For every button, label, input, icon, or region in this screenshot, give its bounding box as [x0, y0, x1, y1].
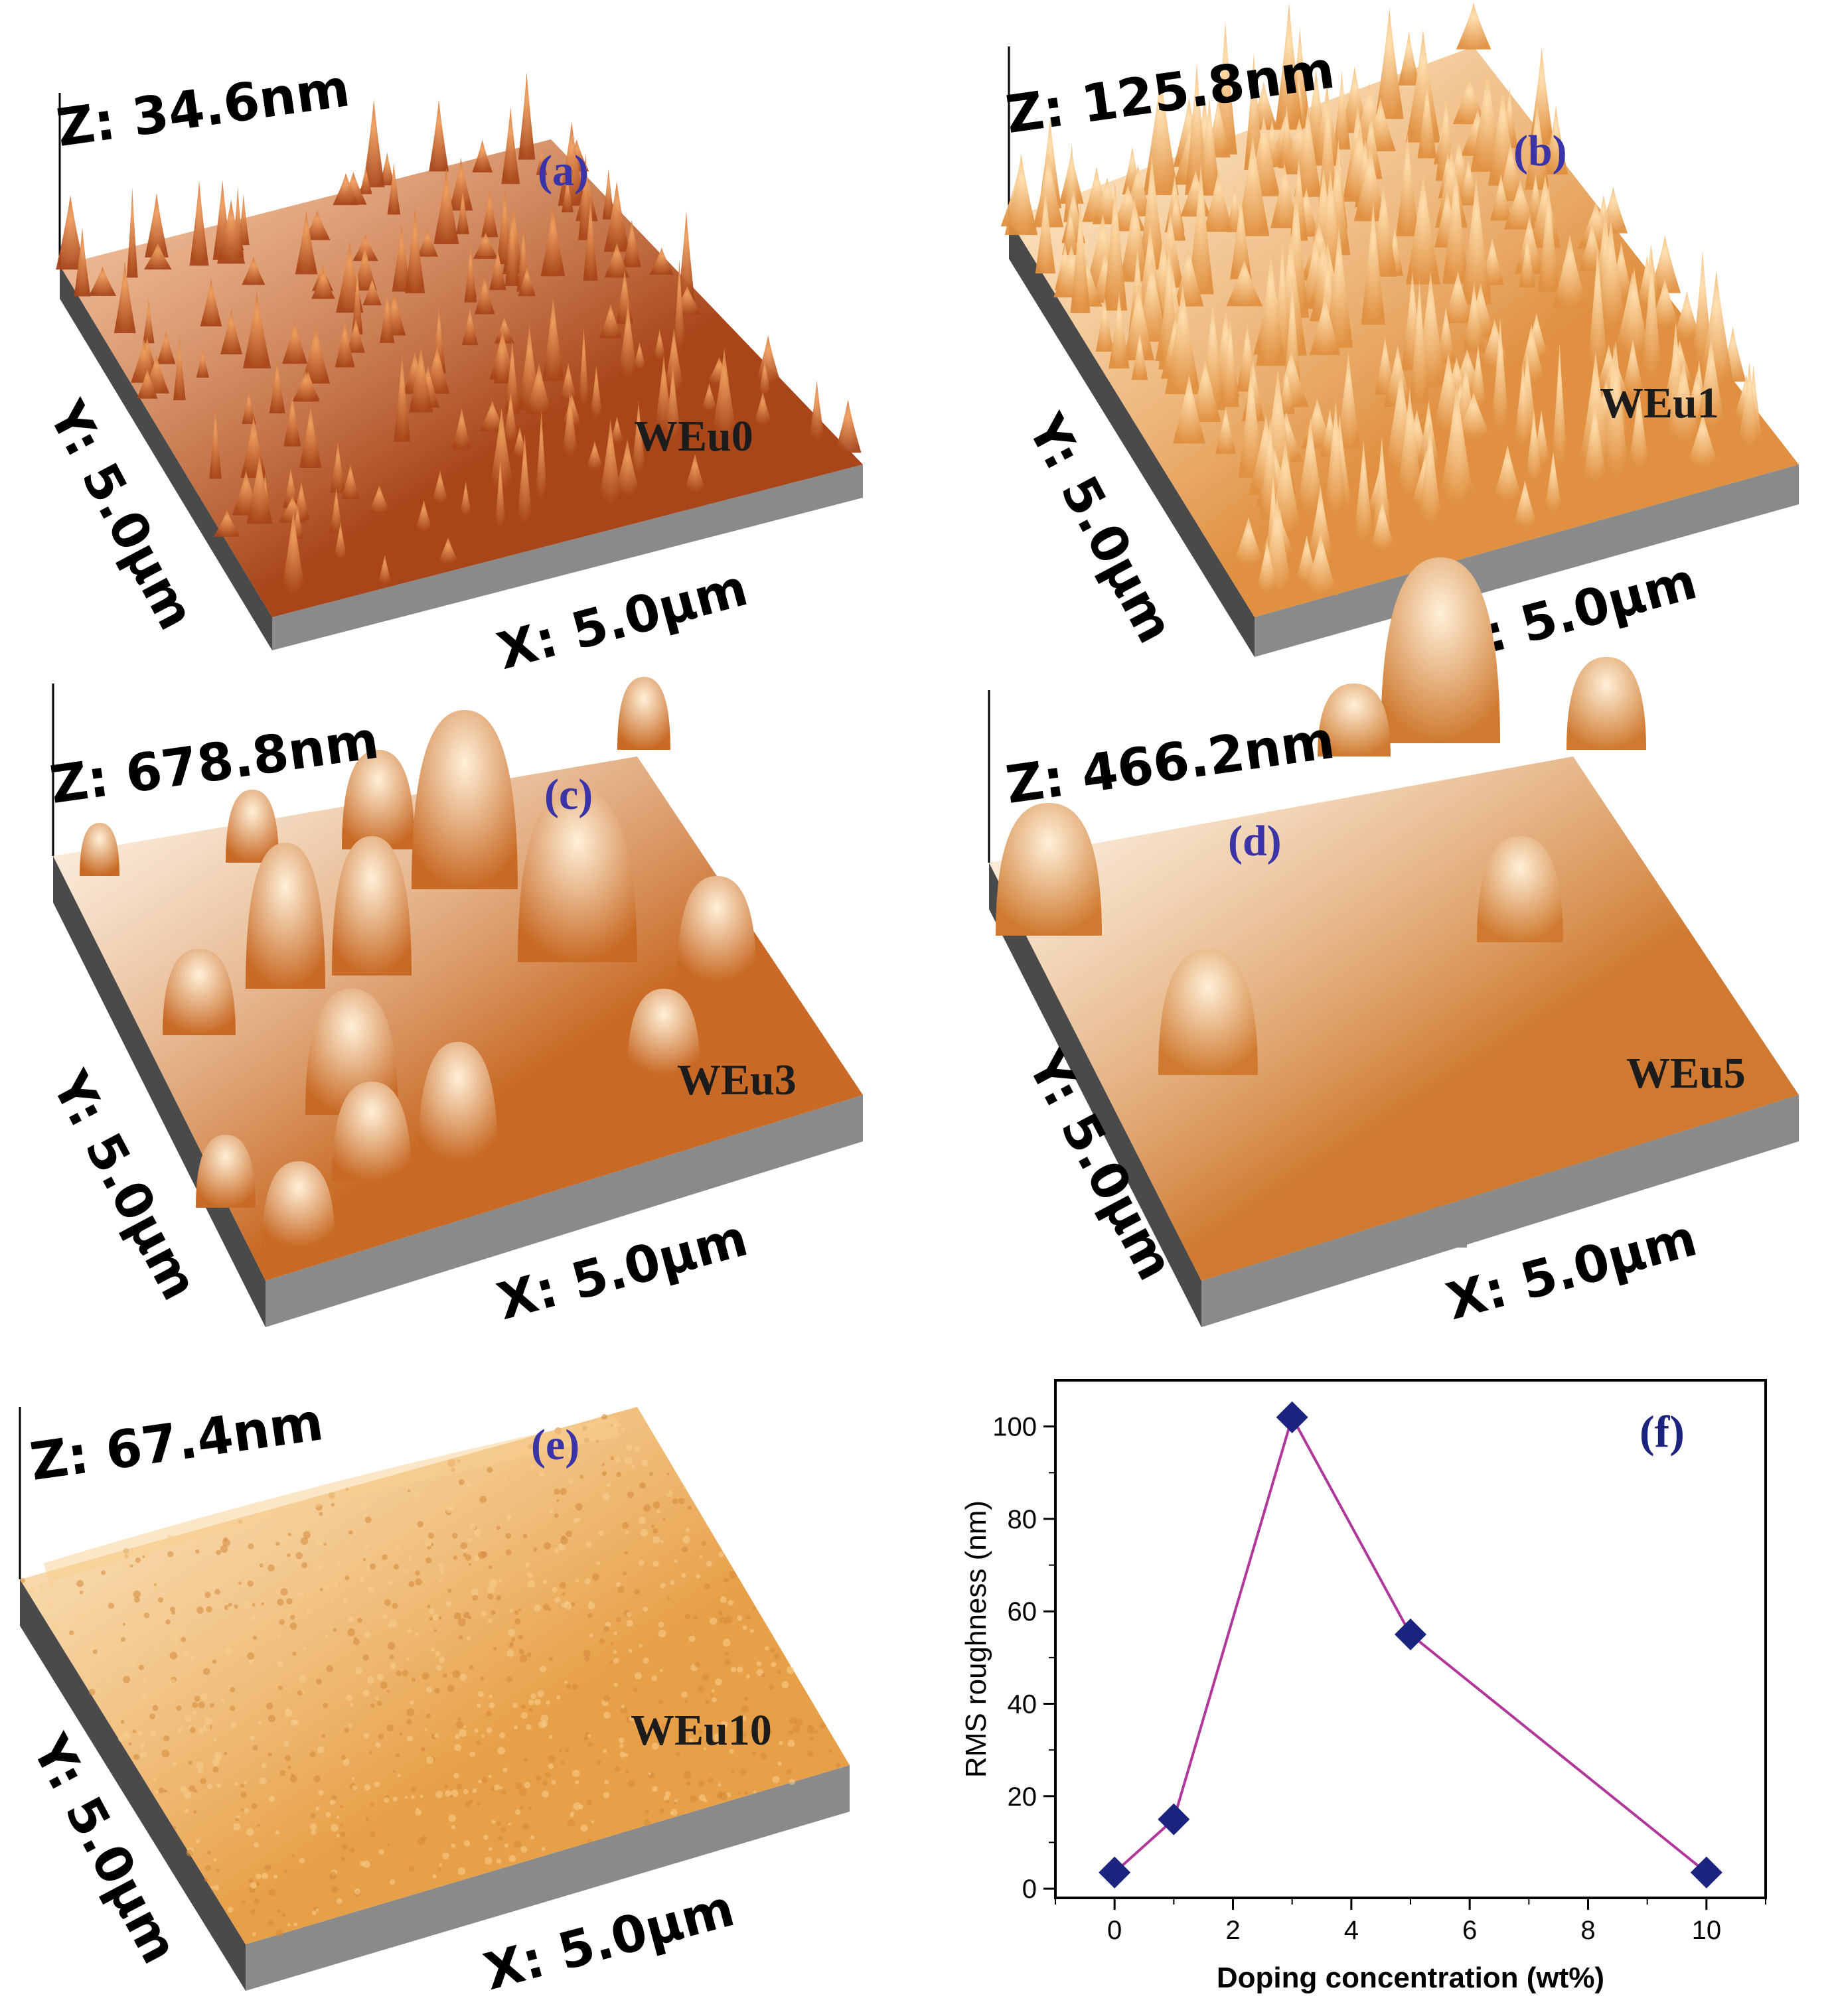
x-axis-ticks: 0 2 4 6 8 10 [1055, 1898, 1766, 1945]
sample-label: WEu1 [1600, 379, 1719, 427]
afm-panel-c: Z: 678.8nm (c) WEu3 Y: 5.0µm X: 5.0µm [0, 664, 916, 1331]
data-point [1158, 1803, 1190, 1836]
panel-letter: (b) [1513, 127, 1567, 175]
y-tick-label: 20 [1008, 1782, 1037, 1812]
x-tick-label: 6 [1462, 1916, 1477, 1945]
data-point [1276, 1401, 1308, 1433]
panel-letter: (a) [538, 147, 589, 195]
y-tick-label: 80 [1008, 1505, 1037, 1534]
afm-panel-e: Z: 67.4nm (e) WEu10 Y: 5.0µm X: 5.0µm [0, 1327, 916, 2016]
afm-panel-d: Z: 466.2nm (d) WEu5 Y: 5.0µm X: 5.0µm [936, 557, 1834, 1331]
afm-surface-a [56, 72, 863, 650]
afm-surface-c [52, 677, 863, 1327]
x-axis-label: Doping concentration (wt%) [1217, 1962, 1604, 1994]
y-tick-label: 40 [1008, 1690, 1037, 1719]
afm-surface-e [19, 1407, 850, 1991]
y-tick-label: 100 [992, 1413, 1037, 1442]
y-tick-label: 60 [1008, 1597, 1037, 1626]
x-tick-label: 10 [1692, 1916, 1722, 1945]
sample-label: WEu5 [1626, 1049, 1746, 1098]
y-axis-label: RMS roughness (nm) [960, 1500, 992, 1778]
data-point [1395, 1619, 1426, 1651]
panel-letter: (c) [544, 770, 593, 819]
x-tick-label: 4 [1344, 1916, 1359, 1945]
afm-panel-a: Z: 34.6nm (a) WEu0 Y: 5.0µm X: 5.0µm [0, 0, 916, 681]
x-tick-label: 2 [1225, 1916, 1240, 1945]
afm-surface-b [1000, 3, 1799, 657]
x-tick-label: 0 [1107, 1916, 1122, 1945]
panel-letter: (d) [1228, 817, 1282, 865]
sample-label: WEu0 [634, 412, 753, 461]
afm-surface-d [988, 557, 1799, 1327]
sample-label: WEu3 [677, 1056, 797, 1104]
afm-panel-b: Z: 125.8nm (b) WEu1 Y: 5.0µm X: 5.0µm [936, 0, 1834, 674]
data-point [1099, 1856, 1131, 1889]
rms-roughness-chart: 0 2 4 6 8 10 0 20 40 60 80 100 (f) Doping concentr… [960, 1379, 1767, 1994]
chart-panel-letter: (f) [1640, 1406, 1685, 1457]
data-point [1690, 1856, 1722, 1889]
sample-label: WEu10 [631, 1706, 772, 1755]
series-markers [1099, 1401, 1722, 1889]
panel-letter: (e) [531, 1421, 580, 1469]
x-tick-label: 8 [1580, 1916, 1595, 1945]
y-axis-ticks: 0 20 40 60 80 100 [992, 1413, 1055, 1904]
y-tick-label: 0 [1022, 1875, 1037, 1904]
